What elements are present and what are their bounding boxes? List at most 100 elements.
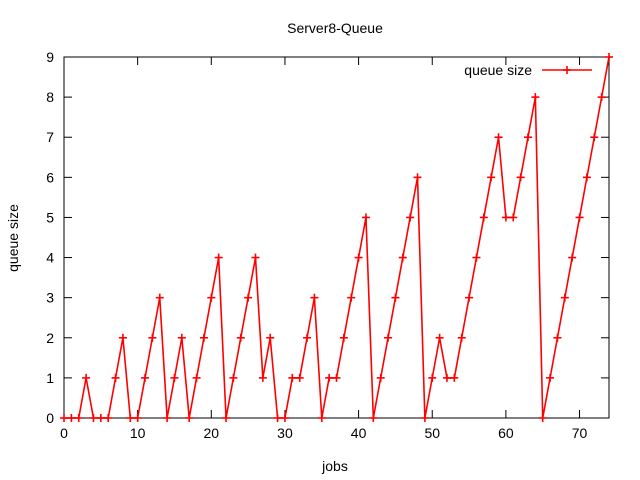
data-point xyxy=(509,213,518,222)
y-tick-label: 1 xyxy=(46,370,54,386)
data-point xyxy=(317,414,326,422)
x-tick-label: 20 xyxy=(204,425,220,441)
data-point xyxy=(590,133,599,142)
x-tick-label: 60 xyxy=(498,425,514,441)
data-point xyxy=(163,414,172,422)
data-point xyxy=(487,173,496,182)
data-point xyxy=(89,414,98,422)
data-point xyxy=(376,373,385,382)
data-point xyxy=(236,333,245,342)
data-point xyxy=(516,173,525,182)
data-point xyxy=(288,373,297,382)
data-point xyxy=(258,373,267,382)
data-point xyxy=(465,293,474,302)
data-point xyxy=(339,333,348,342)
plot-area xyxy=(60,53,613,422)
y-tick-label: 5 xyxy=(46,209,54,225)
data-point xyxy=(553,333,562,342)
data-point xyxy=(406,213,415,222)
data-point xyxy=(354,253,363,262)
data-point xyxy=(413,173,422,182)
data-point xyxy=(384,333,393,342)
legend-marker xyxy=(563,66,571,74)
data-point xyxy=(229,373,238,382)
data-point xyxy=(546,373,555,382)
data-point xyxy=(133,414,142,422)
data-point xyxy=(428,373,437,382)
x-axis-label: jobs xyxy=(321,458,348,474)
data-point xyxy=(251,253,260,262)
y-tick-label: 4 xyxy=(46,250,54,266)
data-point xyxy=(494,133,503,142)
data-point xyxy=(96,414,105,422)
y-tick-label: 0 xyxy=(46,410,54,426)
y-tick-label: 7 xyxy=(46,129,54,145)
data-point xyxy=(295,373,304,382)
data-point xyxy=(501,213,510,222)
data-point xyxy=(531,93,540,102)
data-point xyxy=(280,414,289,422)
data-point xyxy=(111,373,120,382)
data-point xyxy=(199,333,208,342)
data-point xyxy=(192,373,201,382)
data-point xyxy=(177,333,186,342)
data-point xyxy=(597,93,606,102)
data-point xyxy=(118,333,127,342)
data-point xyxy=(104,414,113,422)
data-point xyxy=(361,213,370,222)
data-point xyxy=(185,414,194,422)
data-point xyxy=(60,414,68,422)
x-tick-label: 0 xyxy=(60,425,68,441)
data-point xyxy=(67,414,76,422)
y-tick-label: 9 xyxy=(46,49,54,65)
data-point xyxy=(126,414,135,422)
legend: queue size xyxy=(464,62,592,78)
data-point xyxy=(420,414,429,422)
x-tick-label: 30 xyxy=(277,425,293,441)
data-point xyxy=(332,373,341,382)
data-point xyxy=(582,173,591,182)
x-tick-label: 40 xyxy=(351,425,367,441)
y-tick-label: 8 xyxy=(46,89,54,105)
data-point xyxy=(435,333,444,342)
data-point xyxy=(303,333,312,342)
y-tick-label: 2 xyxy=(46,330,54,346)
axes: 0 10 20 30 40 50 60 70 0 1 2 3 4 5 6 7 8 9 xyxy=(46,49,610,441)
data-point xyxy=(325,373,334,382)
x-tick-label: 50 xyxy=(424,425,440,441)
data-point xyxy=(141,373,150,382)
data-point xyxy=(222,414,231,422)
y-axis-label: queue size xyxy=(5,204,21,272)
legend-label: queue size xyxy=(464,62,532,78)
data-point xyxy=(155,293,164,302)
data-point xyxy=(170,373,179,382)
data-point xyxy=(244,293,253,302)
data-point xyxy=(575,213,584,222)
data-point xyxy=(472,253,481,262)
data-point xyxy=(568,253,577,262)
x-tick-label: 70 xyxy=(572,425,588,441)
data-point xyxy=(82,373,91,382)
data-point xyxy=(148,333,157,342)
data-point xyxy=(523,133,532,142)
data-point xyxy=(538,414,547,422)
plot-frame xyxy=(63,56,610,419)
data-point xyxy=(457,333,466,342)
x-tick-label: 10 xyxy=(130,425,146,441)
data-point xyxy=(310,293,319,302)
data-point xyxy=(369,414,378,422)
data-point xyxy=(214,253,223,262)
data-point xyxy=(391,293,400,302)
chart-title: Server8-Queue xyxy=(287,20,383,36)
y-tick-label: 6 xyxy=(46,169,54,185)
data-point xyxy=(74,414,83,422)
series-line xyxy=(64,56,610,419)
data-point xyxy=(450,373,459,382)
data-point xyxy=(347,293,356,302)
data-point xyxy=(479,213,488,222)
data-point xyxy=(207,293,216,302)
y-tick-label: 3 xyxy=(46,290,54,306)
data-point xyxy=(442,373,451,382)
data-point xyxy=(398,253,407,262)
